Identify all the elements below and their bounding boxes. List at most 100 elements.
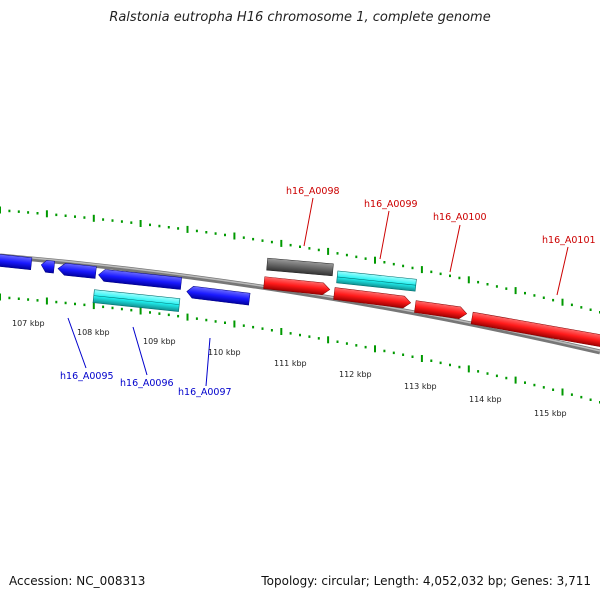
outer-tick — [514, 287, 517, 295]
outer-tick — [111, 219, 114, 222]
inner-tick — [383, 349, 386, 353]
outer-tick — [186, 225, 189, 233]
gene-label-a0096[interactable]: h16_A0096 — [120, 378, 174, 389]
inner-tick — [36, 299, 39, 302]
kbp-label-108: 108 kbp — [77, 328, 110, 337]
outer-tick — [505, 287, 508, 290]
gene-red-3[interactable] — [414, 300, 468, 320]
gene-label-a0097[interactable]: h16_A0097 — [178, 387, 232, 398]
inner-tick — [242, 324, 245, 327]
outer-tick — [580, 306, 583, 309]
outer-tick — [45, 210, 48, 218]
inner-tick — [120, 307, 123, 311]
outer-tick — [308, 247, 311, 250]
kbp-label-113: 113 kbp — [404, 382, 437, 391]
gene-label-a0101[interactable]: h16_A0101 — [542, 235, 596, 246]
kbp-label-109: 109 kbp — [143, 337, 176, 346]
inner-tick — [233, 320, 236, 328]
leader-line-a0096 — [132, 326, 148, 376]
inner-tick — [111, 306, 114, 310]
outer-tick — [289, 243, 292, 247]
inner-tick — [327, 336, 330, 344]
gene-cyan-1[interactable] — [92, 289, 181, 312]
inner-tick — [524, 381, 526, 384]
outer-tick — [542, 296, 545, 299]
outer-tick — [280, 239, 283, 247]
gene-blue-2[interactable] — [40, 260, 55, 274]
inner-tick — [167, 313, 170, 317]
leader-line-a0097 — [205, 337, 211, 387]
outer-tick — [27, 211, 30, 214]
outer-tick — [252, 237, 255, 241]
outer-tick — [430, 270, 433, 274]
outer-tick — [55, 213, 58, 217]
outer-tick — [570, 303, 573, 307]
gene-red-1[interactable] — [263, 276, 331, 296]
outer-tick — [177, 227, 180, 230]
inner-tick — [570, 393, 573, 396]
outer-tick — [205, 231, 208, 234]
outer-tick — [74, 215, 76, 218]
kbp-label-112: 112 kbp — [339, 370, 372, 379]
outer-tick — [102, 218, 105, 221]
leader-line-a0099 — [379, 210, 390, 260]
outer-tick — [589, 308, 592, 311]
inner-tick — [17, 297, 20, 300]
outer-tick — [195, 229, 198, 233]
outer-tick — [552, 298, 555, 302]
outer-tick — [533, 294, 536, 297]
outer-tick — [561, 298, 564, 306]
outer-tick — [317, 248, 320, 252]
outer-tick — [92, 214, 95, 222]
outer-tick — [486, 283, 489, 286]
inner-tick — [139, 307, 142, 315]
inner-tick — [411, 355, 414, 358]
inner-tick — [158, 312, 161, 315]
inner-tick — [261, 327, 264, 330]
leader-line-a0098 — [303, 197, 314, 247]
inner-tick — [224, 321, 226, 324]
gene-blue-5[interactable] — [186, 286, 251, 306]
outer-tick — [355, 255, 358, 259]
outer-tick — [411, 266, 414, 270]
outer-tick — [233, 232, 236, 240]
inner-tick — [214, 320, 217, 323]
inner-tick — [420, 355, 423, 362]
gene-blue-1[interactable] — [0, 252, 33, 270]
gene-label-a0099[interactable]: h16_A0099 — [364, 199, 418, 210]
outer-tick — [524, 291, 526, 295]
chromosome-backbone — [0, 253, 600, 355]
inner-tick — [589, 398, 592, 401]
inner-tick — [195, 317, 198, 320]
outer-tick — [327, 247, 330, 255]
gene-label-a0100[interactable]: h16_A0100 — [433, 212, 487, 223]
gene-red-4[interactable] — [470, 311, 600, 351]
inner-tick — [364, 345, 367, 349]
inner-tick — [542, 386, 545, 389]
inner-tick — [355, 344, 358, 347]
outer-tick — [130, 221, 133, 224]
gene-red-2[interactable] — [333, 287, 412, 309]
outer-tick — [8, 209, 11, 213]
inner-tick — [45, 297, 48, 305]
gene-label-a0095[interactable]: h16_A0095 — [60, 371, 114, 382]
outer-tick — [167, 226, 170, 229]
inner-tick — [580, 395, 583, 399]
inner-tick — [486, 372, 489, 375]
inner-tick — [467, 365, 470, 373]
gene-blue-3[interactable] — [57, 263, 97, 279]
gene-blue-4[interactable] — [98, 269, 182, 290]
outer-tick — [214, 232, 217, 235]
inner-tick — [186, 313, 189, 321]
gene-grey-1[interactable] — [266, 257, 334, 277]
inner-tick — [561, 388, 564, 396]
gene-label-a0098[interactable]: h16_A0098 — [286, 186, 340, 197]
leader-line-a0101 — [556, 246, 569, 296]
outer-tick — [467, 276, 470, 284]
leader-line-a0100 — [449, 224, 461, 273]
inner-tick — [392, 351, 395, 355]
inner-tick — [514, 376, 517, 384]
outer-tick — [383, 261, 386, 264]
outer-tick — [261, 239, 264, 242]
